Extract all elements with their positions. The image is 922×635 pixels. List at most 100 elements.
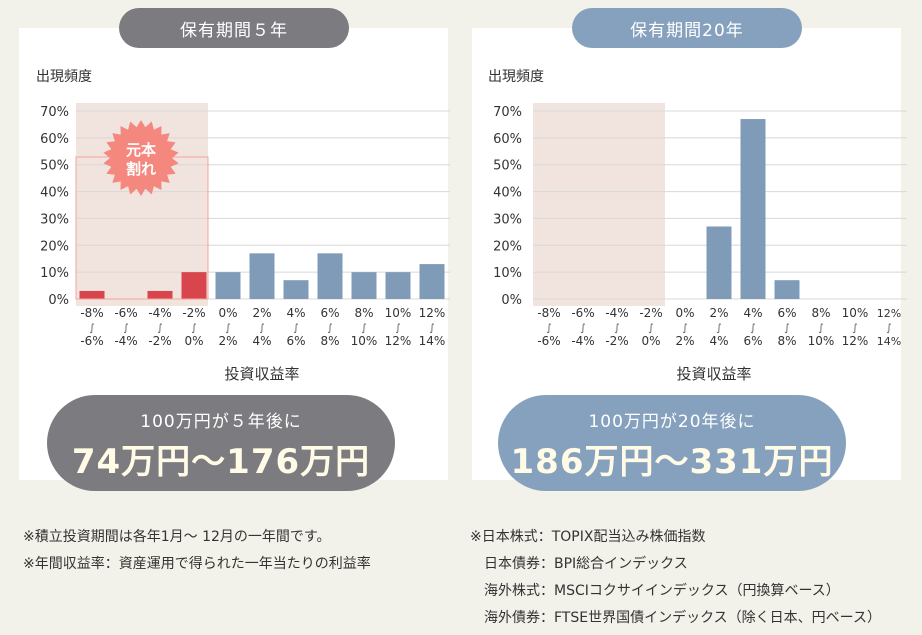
- x-tick-label-to: 4%: [709, 334, 728, 348]
- bar: [215, 272, 241, 299]
- x-tick-label-to: -4%: [571, 334, 594, 348]
- y-tick-label: 60%: [40, 132, 69, 147]
- x-tick-label-from: 0%: [675, 306, 694, 320]
- bar: [740, 119, 766, 299]
- principal-loss-starburst-icon: [103, 120, 179, 196]
- x-tick-label-to: -6%: [537, 334, 560, 348]
- x-tick-label-to: 12%: [385, 334, 412, 348]
- x-tick-label-to: -2%: [148, 334, 171, 348]
- x-tick-separator: ∫: [614, 323, 619, 334]
- principal-loss-label: 元本: [126, 141, 156, 159]
- y-tick-label: 20%: [40, 239, 69, 254]
- x-tick-label-from: 4%: [286, 306, 305, 320]
- x-tick-separator: ∫: [395, 323, 400, 334]
- note-annual-return: ※年間収益率：資産運用で得られた一年当たりの利益率: [23, 556, 371, 572]
- note-japan-bond: 日本債券：BPI総合インデックス: [484, 556, 688, 572]
- x-tick-label-from: -2%: [639, 306, 662, 320]
- x-tick-label-from: 12%: [877, 307, 901, 320]
- x-tick-separator: ∫: [852, 323, 857, 334]
- x-tick-separator: ∫: [429, 323, 434, 334]
- y-tick-label: 50%: [493, 159, 522, 174]
- summary-badge-5yr: 100万円が５年後に 74万円〜176万円: [47, 395, 395, 491]
- x-axis-label: 投資収益率: [224, 365, 299, 383]
- x-tick-label-to: 14%: [419, 334, 446, 348]
- x-tick-label-to: 6%: [743, 334, 762, 348]
- bar: [147, 290, 173, 299]
- x-tick-label-from: 2%: [709, 306, 728, 320]
- x-tick-separator: ∫: [191, 323, 196, 334]
- x-tick-label-to: 2%: [218, 334, 237, 348]
- x-tick-label-to: -4%: [114, 334, 137, 348]
- bar: [774, 280, 800, 299]
- note-foreign-equity: 海外株式：MSCIコクサイインデックス（円換算ベース）: [484, 583, 840, 599]
- x-tick-label-from: 12%: [419, 306, 446, 320]
- x-tick-label-from: 6%: [777, 306, 796, 320]
- bar: [317, 253, 343, 299]
- x-tick-label-to: 6%: [286, 334, 305, 348]
- x-tick-label-from: -6%: [571, 306, 594, 320]
- x-tick-label-to: 0%: [641, 334, 660, 348]
- bar: [79, 290, 105, 299]
- x-tick-label-from: -4%: [605, 306, 628, 320]
- x-tick-label-from: -6%: [114, 306, 137, 320]
- x-axis-label: 投資収益率: [676, 365, 751, 383]
- x-tick-label-from: -8%: [537, 306, 560, 320]
- note-japan-equity: ※日本株式：TOPIX配当込み株価指数: [470, 529, 706, 545]
- x-tick-label-from: 4%: [743, 306, 762, 320]
- x-tick-separator: ∫: [259, 323, 264, 334]
- x-tick-separator: ∫: [716, 323, 721, 334]
- y-tick-label: 70%: [40, 105, 69, 120]
- summary-badge-20yr: 100万円が20年後に 186万円〜331万円: [498, 395, 846, 491]
- x-tick-separator: ∫: [818, 323, 823, 334]
- y-tick-label: 0%: [48, 293, 69, 308]
- x-tick-label-to: 8%: [777, 334, 796, 348]
- bar: [419, 264, 445, 299]
- y-tick-label: 40%: [493, 186, 522, 201]
- x-tick-label-to: 8%: [320, 334, 339, 348]
- x-tick-label-to: 12%: [842, 334, 869, 348]
- loss-zone: [533, 103, 665, 306]
- x-tick-label-from: 0%: [218, 306, 237, 320]
- x-tick-separator: ∫: [157, 323, 162, 334]
- y-tick-label: 50%: [40, 159, 69, 174]
- summary-line1: 100万円が５年後に: [140, 412, 302, 432]
- x-tick-label-from: 2%: [252, 306, 271, 320]
- x-tick-label-from: 10%: [385, 306, 412, 320]
- x-tick-label-to: 2%: [675, 334, 694, 348]
- x-tick-label-from: -4%: [148, 306, 171, 320]
- x-tick-separator: ∫: [361, 323, 366, 334]
- y-axis-label: 出現頻度: [36, 69, 92, 85]
- bar: [351, 272, 377, 299]
- y-tick-label: 30%: [40, 212, 69, 227]
- x-tick-separator: ∫: [886, 323, 891, 334]
- bar: [181, 272, 207, 299]
- x-tick-separator: ∫: [784, 323, 789, 334]
- y-tick-label: 20%: [493, 239, 522, 254]
- x-tick-label-from: -2%: [182, 306, 205, 320]
- bar: [249, 253, 275, 299]
- y-tick-label: 70%: [493, 105, 522, 120]
- summary-range: 74万円〜176万円: [71, 442, 371, 482]
- summary-line1: 100万円が20年後に: [588, 412, 756, 432]
- x-tick-label-from: 8%: [354, 306, 373, 320]
- y-tick-label: 0%: [501, 293, 522, 308]
- x-tick-label-from: 8%: [811, 306, 830, 320]
- x-tick-label-to: 10%: [808, 334, 835, 348]
- note-investment-period: ※積立投資期間は各年1月〜 12月の一年間です。: [23, 529, 331, 545]
- summary-range: 186万円〜331万円: [510, 442, 834, 482]
- y-tick-label: 30%: [493, 212, 522, 227]
- x-tick-separator: ∫: [580, 323, 585, 334]
- y-tick-label: 10%: [40, 266, 69, 281]
- x-tick-separator: ∫: [327, 323, 332, 334]
- x-tick-separator: ∫: [225, 323, 230, 334]
- x-tick-label-to: -2%: [605, 334, 628, 348]
- x-tick-separator: ∫: [293, 323, 298, 334]
- x-tick-separator: ∫: [123, 323, 128, 334]
- x-tick-label-from: 10%: [842, 306, 869, 320]
- x-tick-label-to: 10%: [351, 334, 378, 348]
- principal-loss-label: 割れ: [126, 160, 156, 178]
- x-tick-label-to: -6%: [80, 334, 103, 348]
- y-tick-label: 40%: [40, 186, 69, 201]
